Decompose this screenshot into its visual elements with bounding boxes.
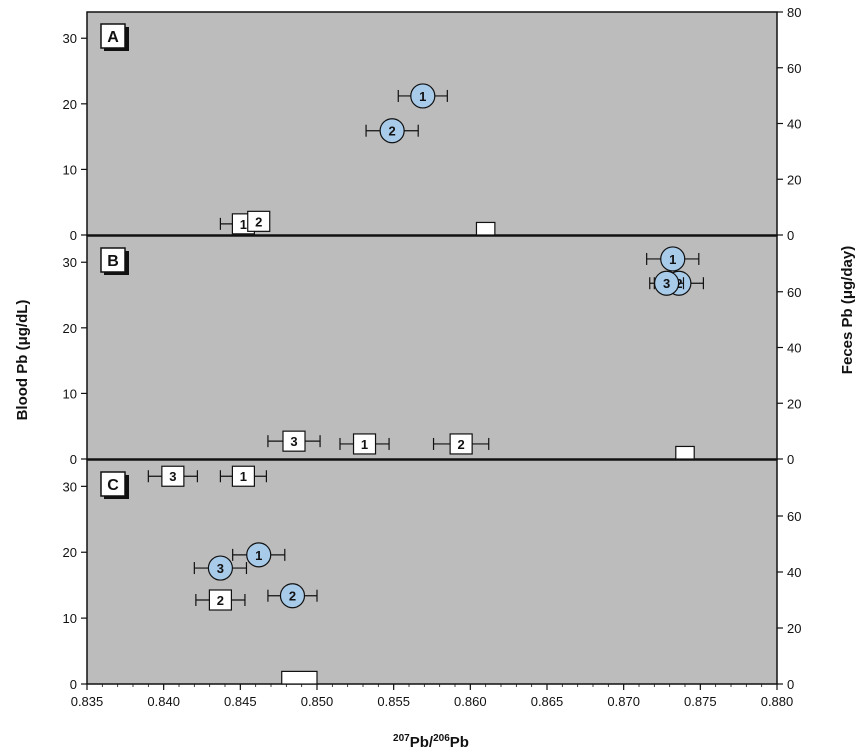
blood-point-label: 3	[217, 561, 224, 576]
right-y-tick-label: 40	[787, 565, 801, 580]
right-y-tick-label: 0	[787, 677, 794, 692]
left-y-tick-label: 0	[70, 677, 77, 692]
feces-point-label: 1	[240, 217, 247, 232]
x-tick-label: 0.875	[684, 694, 717, 709]
right-y-tick-label: 0	[787, 228, 794, 243]
feces-point-3	[161, 465, 185, 487]
feces-point-label: 2	[217, 593, 224, 608]
panel-label-shadow	[104, 48, 129, 51]
blood-point-2	[279, 583, 306, 609]
right-y-tick-label: 60	[787, 61, 801, 76]
x-tick-label: 0.835	[71, 694, 104, 709]
left-y-tick-label: 10	[63, 162, 77, 177]
y-axis-label-right: Feces Pb (μg/day)	[839, 246, 856, 374]
blood-point-1	[246, 542, 272, 568]
feces-point-label: 3	[169, 469, 176, 484]
feces-point-label: 1	[361, 437, 368, 452]
blood-point-2	[379, 118, 405, 144]
x-axis: 0.835 0.840 0.845 0.850 0.855 0.860 0.865 0.870…	[71, 684, 794, 709]
feces-point-2	[247, 210, 271, 232]
panel-label-shadow	[125, 251, 129, 275]
feces-bar	[675, 445, 695, 460]
right-y-tick-label: 40	[787, 117, 801, 132]
y-axis-label-left: Blood Pb (μg/dL)	[14, 300, 31, 421]
blood-point-3	[207, 555, 233, 581]
x-axis-label-sup1: 207	[393, 733, 410, 744]
left-y-tick-label: 10	[63, 386, 77, 401]
right-y-tick-label: 60	[787, 509, 801, 524]
blood-point-3	[653, 270, 680, 296]
panel-label-shadow	[125, 27, 129, 51]
x-tick-label: 0.880	[761, 694, 794, 709]
blood-point-1	[660, 246, 686, 272]
right-y-tick-label: 20	[787, 172, 801, 187]
left-y-tick-label: 10	[63, 611, 77, 626]
left-y-tick-label: 20	[63, 545, 77, 560]
x-tick-label: 0.855	[377, 694, 410, 709]
feces-point-label: 2	[255, 214, 262, 229]
feces-point-2	[449, 433, 473, 455]
feces-point-1	[231, 465, 255, 487]
right-y-tick-label: 60	[787, 285, 801, 300]
blood-point-label: 2	[389, 124, 396, 139]
panel-background	[86, 459, 778, 685]
feces-point-label: 2	[458, 437, 465, 452]
right-y-tick-label: 40	[787, 341, 801, 356]
panel-label: B	[107, 253, 119, 270]
feces-bar	[475, 221, 496, 236]
feces-point-3	[282, 430, 306, 452]
right-y-tick-label: 0	[787, 452, 794, 467]
left-y-tick-label: 20	[63, 97, 77, 112]
x-tick-label: 0.845	[224, 694, 257, 709]
left-y-tick-label: 0	[70, 228, 77, 243]
panel-label-shadow	[104, 496, 129, 499]
left-y-tick-label: 0	[70, 452, 77, 467]
left-y-tick-label: 30	[63, 479, 77, 494]
right-y-tick-label: 20	[787, 621, 801, 636]
panel-label-shadow	[125, 475, 129, 499]
feces-bar	[281, 670, 318, 685]
x-tick-label: 0.850	[301, 694, 334, 709]
blood-point-label: 1	[255, 548, 262, 563]
blood-point-1	[410, 83, 436, 109]
right-y-tick-label: 20	[787, 396, 801, 411]
panel-label: A	[107, 29, 119, 46]
panel-label-box	[100, 471, 126, 497]
x-axis-label-sup2: 206	[433, 733, 450, 744]
x-axis-label-main: Pb/	[410, 734, 434, 751]
panel-label: C	[107, 477, 119, 494]
x-tick-label: 0.865	[531, 694, 564, 709]
panel-background	[86, 11, 778, 236]
panel-B: B01020300204060312123	[63, 235, 801, 467]
blood-point-label: 3	[663, 276, 670, 291]
blood-point-label: 1	[669, 252, 676, 267]
feces-point-2	[208, 589, 232, 611]
x-axis-label-tail: Pb	[450, 734, 469, 751]
right-y-tick-label: 80	[787, 5, 801, 20]
blood-point-label: 2	[289, 589, 296, 604]
left-y-tick-label: 30	[63, 31, 77, 46]
x-tick-label: 0.870	[607, 694, 640, 709]
x-tick-label: 0.840	[147, 694, 180, 709]
feces-point-1	[352, 433, 377, 455]
x-axis-label: 207Pb/206Pb	[393, 733, 469, 751]
blood-point-label: 1	[419, 89, 426, 104]
left-y-tick-label: 20	[63, 321, 77, 336]
x-tick-label: 0.860	[454, 694, 487, 709]
feces-point-label: 3	[290, 434, 297, 449]
panel-label-shadow	[104, 272, 129, 275]
feces-point-label: 1	[240, 469, 247, 484]
left-y-tick-label: 30	[63, 255, 77, 270]
